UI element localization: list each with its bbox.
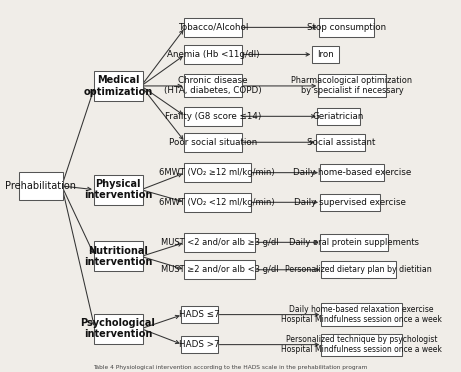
Text: Psychological
intervention: Psychological intervention (81, 318, 155, 339)
Text: Nutritional
intervention: Nutritional intervention (84, 246, 152, 267)
Text: Prehabilitation: Prehabilitation (6, 181, 77, 191)
FancyBboxPatch shape (184, 18, 242, 37)
FancyBboxPatch shape (320, 234, 388, 251)
FancyBboxPatch shape (181, 336, 218, 353)
Text: Daily supervised exercise: Daily supervised exercise (294, 198, 406, 207)
FancyBboxPatch shape (318, 74, 386, 97)
Text: Pharmacological optimization
by specialist if necessary: Pharmacological optimization by speciali… (291, 76, 413, 96)
Text: Frailty (G8 score ≤14): Frailty (G8 score ≤14) (165, 112, 261, 121)
Text: Anemia (Hb <11g/dl): Anemia (Hb <11g/dl) (166, 50, 259, 59)
FancyBboxPatch shape (18, 171, 63, 201)
Text: HADS ≤7: HADS ≤7 (179, 310, 220, 319)
FancyBboxPatch shape (184, 260, 255, 279)
Text: Daily oral protein supplements: Daily oral protein supplements (289, 238, 419, 247)
Text: Geriatrician: Geriatrician (313, 112, 364, 121)
FancyBboxPatch shape (184, 163, 251, 182)
FancyBboxPatch shape (316, 134, 365, 151)
FancyBboxPatch shape (184, 133, 242, 151)
Text: Table 4 Physiological intervention according to the HADS scale in the prehabilit: Table 4 Physiological intervention accor… (93, 365, 368, 370)
Text: Iron: Iron (317, 50, 334, 59)
Text: Physical
intervention: Physical intervention (84, 179, 152, 200)
Text: MUST <2 and/or alb ≥3 g/dl: MUST <2 and/or alb ≥3 g/dl (161, 238, 278, 247)
FancyBboxPatch shape (321, 334, 402, 356)
FancyBboxPatch shape (184, 74, 242, 97)
FancyBboxPatch shape (94, 175, 142, 205)
Text: Daily home-based exercise: Daily home-based exercise (293, 168, 411, 177)
Text: Stop consumption: Stop consumption (307, 23, 386, 32)
Text: 6MWT (VO₂ <12 ml/kg/min): 6MWT (VO₂ <12 ml/kg/min) (160, 198, 275, 207)
FancyBboxPatch shape (318, 108, 360, 125)
FancyBboxPatch shape (319, 164, 384, 181)
Text: Medical
optimization: Medical optimization (83, 76, 153, 97)
Text: MUST ≥2 and/or alb <3 g/dl: MUST ≥2 and/or alb <3 g/dl (161, 265, 278, 274)
FancyBboxPatch shape (184, 107, 242, 126)
FancyBboxPatch shape (184, 193, 251, 212)
FancyBboxPatch shape (319, 18, 374, 37)
FancyBboxPatch shape (94, 314, 142, 344)
FancyBboxPatch shape (94, 71, 142, 101)
FancyBboxPatch shape (312, 46, 339, 63)
FancyBboxPatch shape (184, 233, 255, 251)
Text: Personalized dietary plan by dietitian: Personalized dietary plan by dietitian (285, 265, 432, 274)
Text: Personalized technique by psychologist
Hospital Mindfulness session once a week: Personalized technique by psychologist H… (281, 335, 442, 354)
Text: Tobacco/Alcohol: Tobacco/Alcohol (177, 23, 248, 32)
Text: Social assistant: Social assistant (307, 138, 375, 147)
Text: HADS >7: HADS >7 (179, 340, 220, 349)
Text: Poor social situation: Poor social situation (169, 138, 257, 147)
FancyBboxPatch shape (321, 261, 396, 278)
FancyBboxPatch shape (319, 194, 380, 211)
FancyBboxPatch shape (321, 304, 402, 326)
Text: Chronic disease
(HTA, diabetes, COPD): Chronic disease (HTA, diabetes, COPD) (164, 76, 262, 96)
Text: 6MWT (VO₂ ≥12 ml/kg/min): 6MWT (VO₂ ≥12 ml/kg/min) (160, 168, 275, 177)
FancyBboxPatch shape (94, 241, 142, 272)
FancyBboxPatch shape (184, 45, 242, 64)
Text: Daily home-based relaxation exercise
Hospital Mindfulness session once a week: Daily home-based relaxation exercise Hos… (281, 305, 442, 324)
FancyBboxPatch shape (181, 306, 218, 323)
